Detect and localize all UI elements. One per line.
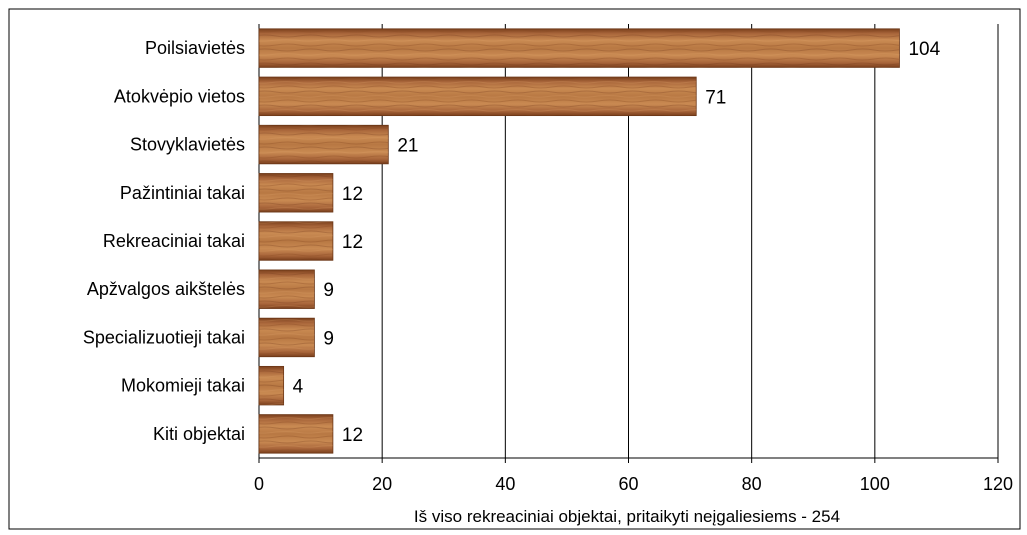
data-label: 9 <box>323 280 334 301</box>
data-label: 12 <box>342 232 363 253</box>
bar-grain <box>259 29 899 68</box>
x-tick-label: 80 <box>742 474 762 494</box>
category-label: Rekreaciniai takai <box>103 231 245 251</box>
category-label: Kiti objektai <box>153 424 245 444</box>
bar-grain <box>259 318 314 357</box>
data-label: 12 <box>342 184 363 205</box>
x-tick-label: 120 <box>983 474 1013 494</box>
category-label: Apžvalgos aikštelės <box>87 279 245 299</box>
data-label: 21 <box>397 136 418 157</box>
bar-grain <box>259 415 333 454</box>
data-label: 104 <box>908 39 940 60</box>
x-tick-label: 40 <box>495 474 515 494</box>
bar-grain <box>259 366 284 405</box>
data-label: 12 <box>342 425 363 446</box>
x-tick-label: 20 <box>372 474 392 494</box>
bar-grain <box>259 125 388 164</box>
x-axis-title: Iš viso rekreaciniai objektai, pritaikyt… <box>414 507 840 526</box>
x-tick-label: 100 <box>860 474 890 494</box>
category-label: Mokomieji takai <box>121 376 245 396</box>
data-label: 9 <box>323 328 334 349</box>
bar-grain <box>259 173 333 212</box>
category-label: Specializuotieji takai <box>83 327 245 347</box>
x-tick-label: 0 <box>254 474 264 494</box>
category-label: Pažintiniai takai <box>120 183 245 203</box>
x-tick-label: 60 <box>618 474 638 494</box>
bar-grain <box>259 270 314 309</box>
category-label: Poilsiavietės <box>145 38 245 58</box>
bar-grain <box>259 77 696 116</box>
category-label: Atokvėpio vietos <box>114 86 245 106</box>
data-label: 4 <box>293 377 304 398</box>
data-label: 71 <box>705 87 726 108</box>
bar-grain <box>259 222 333 261</box>
category-label: Stovyklavietės <box>130 135 245 155</box>
